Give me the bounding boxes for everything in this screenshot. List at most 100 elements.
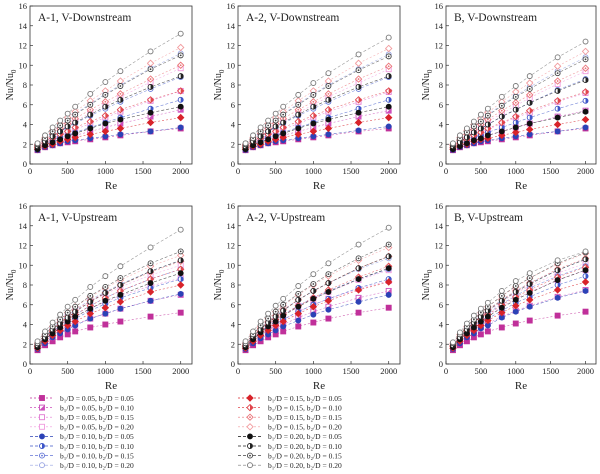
data-point [295, 303, 302, 310]
data-point-fill [313, 112, 317, 119]
data-point [526, 303, 533, 310]
data-point-fill [298, 297, 301, 303]
data-point [147, 244, 154, 251]
series-line [245, 267, 389, 348]
series [33, 113, 185, 153]
series [449, 263, 590, 350]
y-tick-label: 12 [435, 41, 444, 51]
data-point [280, 295, 287, 302]
data-point [294, 309, 303, 318]
data-point [512, 296, 519, 303]
data-point [310, 271, 317, 278]
data-point-fill [557, 97, 561, 104]
data-point-dot [528, 88, 531, 90]
data-point [265, 117, 272, 124]
series [242, 34, 392, 147]
data-point-fill [67, 123, 71, 129]
x-tick-label: 500 [269, 366, 282, 376]
data-point [463, 320, 470, 327]
series-line [245, 281, 389, 349]
data-point [498, 93, 505, 100]
data-point [385, 304, 392, 311]
data-point-fill [356, 114, 362, 120]
data-point [498, 324, 505, 331]
data-point [582, 267, 589, 274]
data-point [102, 273, 109, 280]
data-point [295, 323, 302, 330]
data-point [477, 331, 484, 338]
data-point-fill [298, 112, 301, 118]
data-point [477, 135, 484, 142]
series [33, 43, 185, 148]
chart-panel: 0 2 4 6 8 10 12 14 16 0 500 1000 1500 2000 Re Nu/Nu0 A-2… [213, 201, 401, 392]
x-tick-label: 500 [475, 366, 488, 376]
data-point-fill [356, 295, 362, 301]
x-axis-label: Re [515, 180, 527, 192]
data-point-fill [473, 129, 477, 135]
data-point-fill [515, 107, 519, 113]
y-tick-label: 16 [19, 201, 28, 211]
data-point [147, 313, 154, 320]
data-point [484, 328, 491, 335]
data-point-dot [528, 277, 531, 279]
data-point-fill [283, 308, 286, 314]
data-point-dot [556, 80, 559, 82]
data-point-fill [268, 128, 271, 134]
series [241, 44, 393, 148]
data-point-dot [500, 109, 503, 112]
data-point-fill [67, 128, 71, 135]
x-tick-label: 1000 [97, 366, 114, 376]
data-point-dot [149, 262, 152, 265]
data-point [310, 120, 317, 127]
data-point [457, 132, 463, 139]
data-point [450, 339, 456, 346]
data-point [147, 297, 154, 304]
series-line [452, 259, 586, 346]
data-point-dot [514, 95, 517, 98]
data-point [355, 51, 362, 58]
data-point-dot [556, 72, 559, 75]
data-point-fill [150, 84, 154, 90]
data-point-fill [105, 290, 108, 296]
data-point-dot [387, 243, 390, 246]
y-axis-label-subscript: 0 [10, 269, 18, 273]
data-point-dot [327, 92, 330, 95]
data-point-dot [179, 64, 182, 67]
panel-title: A-1, V-Downstream [38, 12, 131, 24]
data-point-dot [74, 117, 77, 120]
data-point-fill [529, 115, 533, 121]
data-point [512, 83, 519, 89]
data-point-dot [479, 120, 482, 123]
series [241, 252, 393, 349]
data-point-dot [514, 101, 517, 104]
data-point [147, 128, 154, 135]
data-point-fill [515, 289, 519, 295]
y-axis-label: Nu/Nu0 [5, 269, 18, 300]
y-tick-label: 2 [439, 339, 443, 349]
data-point [242, 140, 249, 147]
series-line [37, 284, 181, 349]
data-point [525, 296, 534, 304]
data-point-fill [180, 257, 184, 263]
data-point [294, 130, 303, 139]
data-point [42, 132, 49, 139]
panel-title: A-1, V-Upstream [38, 212, 117, 224]
data-point-dot [357, 257, 360, 260]
x-tick-label: 2000 [577, 366, 594, 376]
data-point-dot [584, 67, 587, 70]
y-tick-label: 12 [19, 41, 28, 51]
x-tick-label: 2000 [577, 166, 594, 176]
data-point-dot [473, 318, 475, 321]
x-tick-label: 0 [28, 166, 32, 176]
data-point [463, 140, 470, 147]
data-point-fill [358, 265, 362, 271]
data-point-dot [297, 108, 300, 111]
data-point [324, 124, 333, 133]
data-point [87, 324, 94, 331]
y-tick-label: 4 [231, 120, 236, 130]
series [242, 103, 392, 153]
data-point [498, 128, 505, 135]
data-point [526, 73, 533, 80]
data-point [477, 111, 484, 118]
data-point-dot [312, 283, 315, 285]
